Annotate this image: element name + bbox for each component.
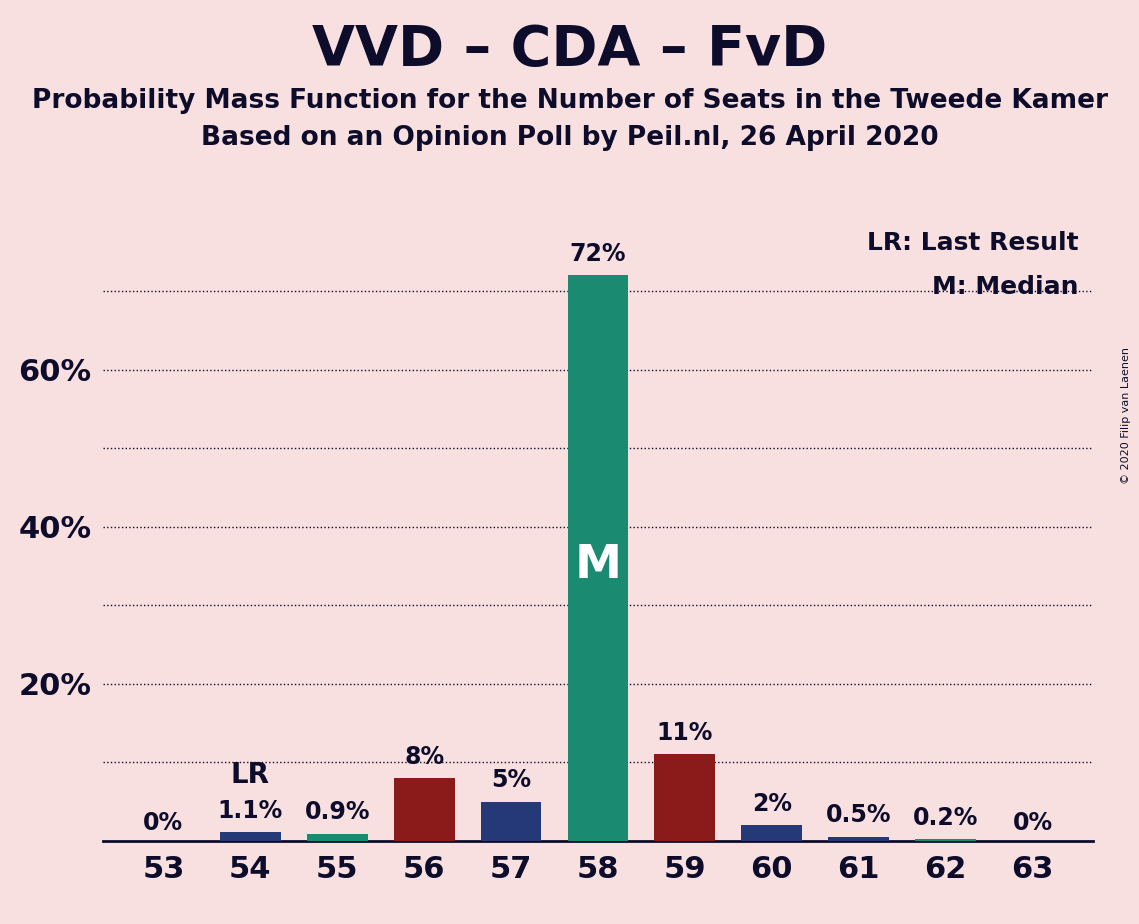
Bar (741, 825, 802, 841)
Bar (655, 754, 715, 841)
Text: 0.2%: 0.2% (913, 806, 978, 830)
Text: 8%: 8% (404, 745, 444, 769)
Text: Based on an Opinion Poll by Peil.nl, 26 April 2020: Based on an Opinion Poll by Peil.nl, 26 … (200, 125, 939, 151)
Text: LR: LR (231, 761, 270, 789)
Text: VVD – CDA – FvD: VVD – CDA – FvD (312, 23, 827, 77)
Bar (220, 833, 280, 841)
Text: 1.1%: 1.1% (218, 798, 282, 822)
Text: 0%: 0% (1013, 810, 1052, 834)
Text: 0.5%: 0.5% (826, 804, 892, 828)
Bar (481, 801, 541, 841)
Bar (916, 839, 976, 841)
Bar (567, 275, 629, 841)
Text: M: Median: M: Median (932, 275, 1079, 299)
Text: LR: Last Result: LR: Last Result (867, 231, 1079, 255)
Text: Probability Mass Function for the Number of Seats in the Tweede Kamer: Probability Mass Function for the Number… (32, 88, 1107, 114)
Text: 2%: 2% (752, 792, 792, 816)
Bar (394, 778, 454, 841)
Text: 0%: 0% (144, 810, 183, 834)
Text: 5%: 5% (491, 768, 531, 792)
Text: M: M (574, 543, 622, 589)
Text: 72%: 72% (570, 242, 626, 266)
Text: 0.9%: 0.9% (304, 800, 370, 824)
Bar (828, 837, 890, 841)
Bar (306, 833, 368, 841)
Text: © 2020 Filip van Laenen: © 2020 Filip van Laenen (1121, 347, 1131, 484)
Text: 11%: 11% (657, 721, 713, 745)
